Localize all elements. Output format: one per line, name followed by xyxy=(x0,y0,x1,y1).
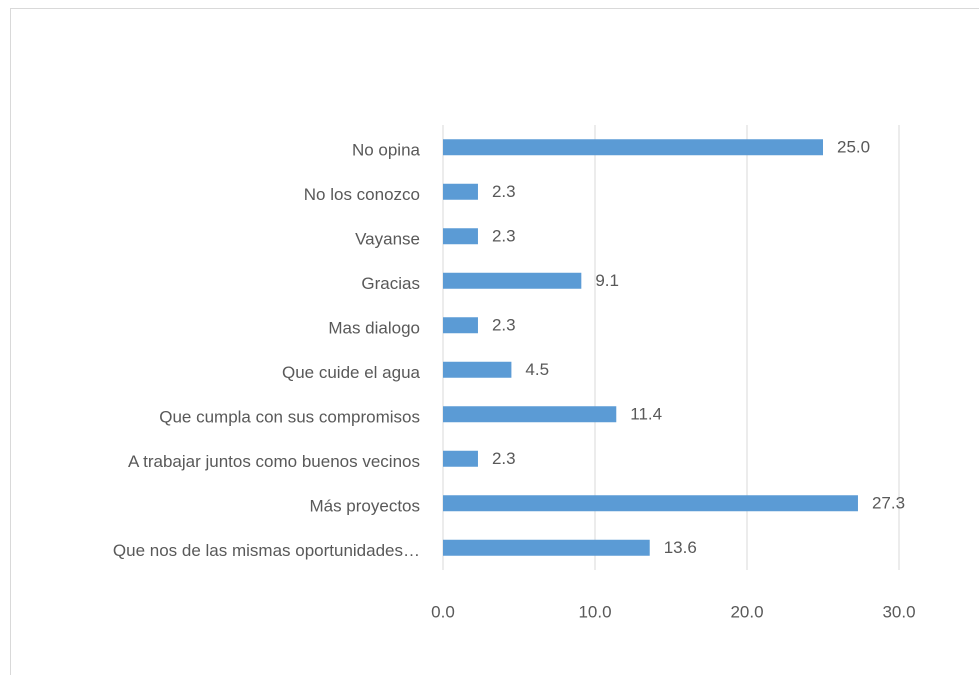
y-tick-label: Que cumpla con sus compromisos xyxy=(159,408,420,427)
data-label: 13.6 xyxy=(664,538,697,557)
bar xyxy=(443,361,512,378)
x-tick-label: 0.0 xyxy=(431,602,455,621)
y-tick-label: Vayanse xyxy=(355,230,420,249)
bar xyxy=(443,183,478,200)
data-label: 11.4 xyxy=(630,405,662,424)
data-label: 27.3 xyxy=(872,494,905,513)
bar xyxy=(443,450,478,467)
data-label: 2.3 xyxy=(492,182,516,201)
data-label: 2.3 xyxy=(492,316,516,335)
x-tick-label: 30.0 xyxy=(882,602,915,621)
data-label: 25.0 xyxy=(837,138,870,157)
bar xyxy=(443,406,617,423)
bar xyxy=(443,272,582,289)
bar xyxy=(443,539,650,556)
x-tick-label: 10.0 xyxy=(578,602,611,621)
bar xyxy=(443,228,478,245)
data-label: 2.3 xyxy=(492,449,516,468)
y-tick-label: No opina xyxy=(352,141,421,160)
y-tick-label: Que nos de las mismas oportunidades… xyxy=(113,541,420,560)
y-tick-label: Que cuide el agua xyxy=(282,363,421,382)
bar xyxy=(443,317,478,334)
data-label: 4.5 xyxy=(525,360,549,379)
y-tick-label: Gracias xyxy=(361,274,420,293)
data-label: 9.1 xyxy=(595,271,619,290)
chart-frame xyxy=(10,8,979,675)
bar xyxy=(443,495,858,512)
data-label: 2.3 xyxy=(492,227,516,246)
y-tick-label: A trabajar juntos como buenos vecinos xyxy=(128,452,420,471)
bar xyxy=(443,139,823,156)
x-tick-label: 20.0 xyxy=(730,602,763,621)
y-tick-label: No los conozco xyxy=(304,185,420,204)
y-tick-label: Más proyectos xyxy=(309,497,420,516)
y-tick-label: Mas dialogo xyxy=(328,319,420,338)
